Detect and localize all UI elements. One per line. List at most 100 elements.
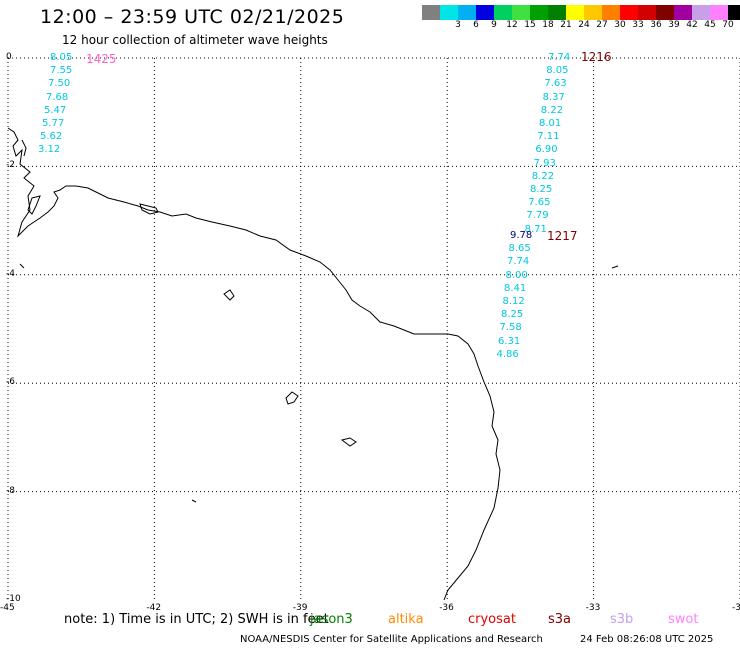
- wave-height-value: 8.22: [540, 104, 564, 116]
- color-scale-swatch: [584, 5, 602, 20]
- wave-height-value: 6.90: [535, 144, 558, 156]
- color-scale-label: 36: [650, 20, 662, 30]
- satellite-legend-item: altika: [388, 612, 424, 627]
- wave-height-value: 7.55: [50, 65, 73, 77]
- wave-height-value: 8.12: [502, 296, 525, 307]
- wave-height-value: 7.74: [548, 52, 571, 63]
- color-scale-label: 42: [686, 20, 698, 30]
- color-scale-swatch: [440, 5, 458, 20]
- coastline-segment: [21, 139, 27, 157]
- color-scale-swatch: [620, 5, 638, 20]
- wave-height-value: 8.00: [505, 269, 528, 281]
- color-scale-label: 30: [614, 20, 626, 30]
- satellite-legend-item: s3a: [548, 612, 572, 627]
- wave-height-value: 8.41: [504, 282, 527, 294]
- wave-height-value: 6.31: [498, 335, 521, 347]
- color-scale-swatch: [602, 5, 620, 20]
- wave-height-value: 7.68: [46, 91, 69, 103]
- color-scale-swatch: [512, 5, 530, 20]
- lat-tick-label: 0: [6, 52, 12, 62]
- color-scale-swatch: [710, 5, 728, 20]
- satellite-legend-item: jason3: [310, 612, 353, 627]
- wave-height-value: 5.77: [42, 118, 65, 129]
- coastline-segment: [223, 289, 235, 301]
- wave-height-value: 5.62: [40, 131, 63, 143]
- color-scale-swatch: [638, 5, 656, 20]
- map-title: 12:00 – 23:59 UTC 02/21/2025: [40, 6, 345, 28]
- wave-height-value: 8.05: [50, 52, 73, 63]
- wave-height-value: 8.65: [508, 243, 531, 255]
- wave-height-value: 7.63: [544, 78, 567, 90]
- color-scale-label: 27: [596, 20, 608, 30]
- satellite-legend-item: s3b: [610, 612, 634, 627]
- wave-height-value: 8.05: [546, 65, 569, 77]
- wave-height-value: 7.11: [537, 131, 560, 143]
- wave-height-value: 3.12: [38, 144, 61, 156]
- lat-tick-label: -6: [6, 377, 15, 388]
- color-scale-swatch: [530, 5, 548, 20]
- coastline-segment: [139, 203, 159, 215]
- map-subtitle: 12 hour collection of altimeter wave hei…: [62, 33, 328, 47]
- lon-tick-label: -39: [292, 603, 308, 613]
- pass-time-label: 1217: [547, 229, 578, 243]
- coastline-segment: [27, 195, 41, 215]
- color-scale-swatch: [674, 5, 692, 20]
- color-scale-label: 45: [704, 20, 716, 30]
- wave-height-value: 7.93: [533, 157, 556, 169]
- lon-tick-label: -36: [439, 603, 454, 613]
- credit-text: NOAA/NESDIS Center for Satellite Applica…: [240, 634, 543, 645]
- color-scale-label: 12: [506, 20, 518, 30]
- color-scale-label: 33: [632, 20, 644, 30]
- color-scale-swatch: [458, 5, 476, 20]
- lat-lon-grid: [7, 57, 740, 600]
- wave-height-value: 8.71: [524, 223, 547, 235]
- lon-tick-label: -42: [146, 603, 162, 613]
- lon-tick-label: -33: [585, 603, 601, 613]
- color-scale-label: 24: [578, 20, 590, 30]
- lat-tick-label: -2: [6, 160, 15, 171]
- color-scale-label: 6: [473, 20, 479, 30]
- lat-tick-label: -4: [6, 268, 15, 279]
- color-scale-label: 15: [524, 20, 536, 30]
- wave-height-value: 7.50: [48, 78, 71, 90]
- lat-tick-label: -10: [6, 594, 21, 604]
- color-scale-label: 70: [722, 20, 734, 30]
- wave-height-value: 8.01: [539, 118, 562, 129]
- wave-height-value: 7.65: [528, 197, 551, 209]
- color-scale-label: 18: [542, 20, 554, 30]
- color-scale-swatch: [548, 5, 566, 20]
- coastline-segment: [19, 263, 25, 269]
- coastline: [7, 127, 619, 601]
- lon-tick-label: -30: [732, 603, 740, 613]
- wave-height-value: 7.74: [507, 256, 530, 268]
- lon-tick-label: -45: [0, 603, 15, 613]
- color-scale-swatch: [476, 5, 494, 20]
- wave-height-value: 8.22: [531, 170, 555, 182]
- pass-time-label: 1216: [581, 50, 612, 64]
- color-scale-label: 3: [455, 20, 461, 30]
- color-scale-swatch: [656, 5, 674, 20]
- wave-height-value: 9.78: [510, 230, 533, 241]
- color-scale-label: 21: [560, 20, 572, 30]
- wave-height-value: 5.47: [44, 104, 67, 116]
- color-scale-swatch: [566, 5, 584, 20]
- color-scale-swatch: [692, 5, 710, 20]
- color-scale-label: 39: [668, 20, 680, 30]
- coastline-segment: [191, 499, 197, 503]
- wave-height-value: 8.37: [542, 91, 565, 103]
- color-scale-label: 9: [491, 20, 497, 30]
- coastline-segment: [285, 391, 299, 405]
- color-scale-swatch: [494, 5, 512, 20]
- color-scale-swatch: [422, 5, 440, 20]
- satellite-legend-item: swot: [668, 612, 699, 627]
- wave-height-value: 7.79: [526, 210, 549, 222]
- wave-height-value: 4.86: [496, 348, 519, 360]
- wave-height-value: 8.25: [501, 309, 524, 321]
- satellite-legend-item: cryosat: [468, 612, 516, 627]
- coastline-segment: [7, 127, 501, 601]
- wave-height-value: 8.25: [530, 184, 553, 195]
- credit-timestamp: 24 Feb 08:26:08 UTC 2025: [580, 634, 714, 645]
- coastline-segment: [340, 437, 357, 447]
